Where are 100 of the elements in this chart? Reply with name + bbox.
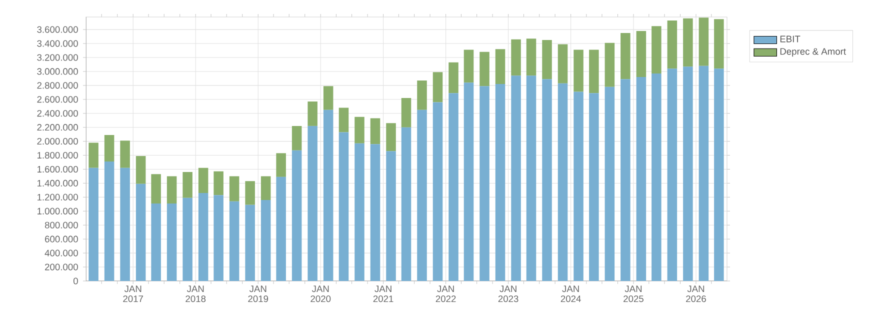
bar [214, 171, 224, 196]
y-tick-label: 800.000 [44, 222, 78, 228]
y-tick-label: 1.800.000 [37, 152, 78, 159]
y-tick-label: 600.000 [45, 236, 78, 242]
bar [589, 93, 599, 281]
bar [417, 110, 427, 281]
bar [480, 52, 490, 86]
x-tick-label: JAN 2024 [560, 286, 581, 302]
bar [276, 153, 286, 177]
bar [260, 176, 271, 200]
bar [683, 18, 693, 67]
bar [104, 162, 114, 281]
bar [323, 110, 334, 281]
bar [542, 40, 552, 80]
x-tick-label: JAN 2017 [123, 286, 144, 302]
x-tick-label: JAN 2022 [436, 286, 456, 302]
bar [558, 83, 568, 281]
bar [480, 86, 490, 281]
bar [636, 30, 646, 78]
y-tick-label: 3.400.000 [37, 40, 78, 47]
bar [558, 44, 568, 84]
bar [698, 66, 709, 281]
bar [88, 168, 98, 281]
bar [495, 84, 506, 281]
bar [260, 200, 271, 281]
bar [229, 201, 240, 281]
bar [432, 102, 443, 281]
bar [526, 38, 536, 76]
bar [667, 20, 678, 69]
bar [308, 101, 318, 126]
y-tick-label: 2.800.000 [37, 82, 78, 89]
bar [245, 204, 255, 281]
bar [511, 76, 521, 281]
bar [464, 82, 474, 281]
bar [714, 68, 724, 281]
bar [667, 68, 678, 281]
bar [464, 50, 474, 83]
bar [386, 151, 396, 281]
y-tick-label: 3.200.000 [37, 54, 78, 61]
x-tick-label: JAN 2018 [186, 286, 206, 302]
bar [401, 98, 412, 128]
bar [198, 168, 208, 193]
y-tick-label: 200.000 [45, 264, 78, 270]
bar [276, 176, 286, 281]
bar [151, 203, 161, 281]
bar [386, 123, 396, 152]
bar [88, 142, 98, 168]
bar [136, 156, 146, 184]
bar [620, 79, 630, 281]
bar [652, 26, 662, 74]
bar [495, 49, 506, 84]
bar [166, 203, 177, 281]
y-tick-label: 3.600.000 [37, 26, 78, 33]
bar [714, 19, 724, 69]
y-tick-label: 2.000.000 [37, 138, 78, 145]
legend-label: Deprec & Amort [780, 48, 846, 57]
y-tick-label: 400.000 [44, 250, 78, 256]
y-tick-label: 2.200.000 [37, 124, 78, 131]
bar [166, 176, 177, 204]
y-tick-label: 1.600.000 [37, 166, 78, 173]
y-tick-label: 1.200.000 [37, 194, 78, 200]
bar [136, 184, 146, 281]
bar [448, 93, 458, 281]
bar [604, 42, 615, 87]
bar [292, 150, 302, 281]
bar [182, 172, 192, 198]
x-tick-label: JAN 2020 [310, 286, 331, 302]
bar [198, 192, 208, 281]
bar [120, 168, 130, 281]
bar [338, 108, 349, 132]
bar [652, 74, 662, 281]
y-tick-label: 3.000.000 [37, 68, 78, 75]
bar [104, 135, 114, 162]
bar [604, 86, 615, 281]
bar [636, 77, 646, 281]
x-tick-label: JAN 2025 [624, 286, 644, 302]
bar [370, 118, 380, 144]
x-tick-label: JAN 2019 [248, 286, 268, 302]
bar [448, 62, 458, 94]
y-tick-label: 2.400.000 [37, 110, 78, 117]
bar [620, 33, 630, 80]
x-tick-label: JAN 2023 [498, 286, 518, 302]
bar [526, 76, 536, 281]
bar [574, 92, 584, 281]
bar [417, 80, 427, 110]
y-tick-label: 0 [73, 278, 78, 284]
y-tick-label: 1.400.000 [37, 180, 78, 187]
x-tick-label: JAN 2026 [686, 286, 706, 302]
bar [698, 18, 709, 66]
bar [401, 127, 412, 281]
bar [574, 50, 584, 92]
y-tick-label: 2.600.000 [37, 96, 78, 103]
bar [354, 143, 364, 281]
bar [683, 66, 693, 281]
bar [214, 195, 224, 281]
bar [323, 86, 334, 110]
bar [370, 144, 380, 281]
bar [182, 198, 192, 281]
bar [338, 132, 349, 281]
x-tick-label: JAN 2021 [373, 286, 394, 302]
